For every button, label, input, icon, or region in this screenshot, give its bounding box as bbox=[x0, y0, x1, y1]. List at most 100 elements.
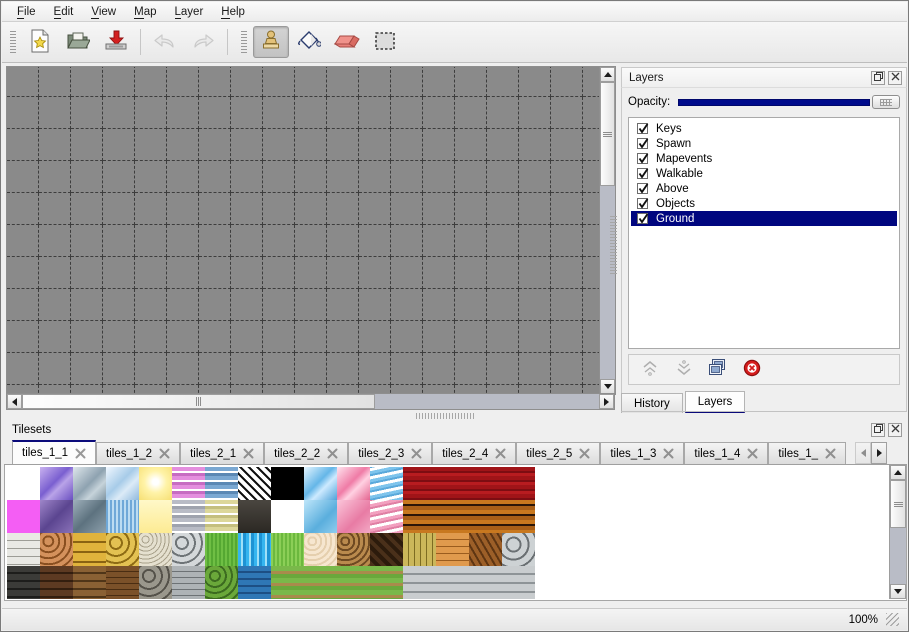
scroll-tabs-left-button[interactable] bbox=[855, 442, 871, 464]
map-grid-cell[interactable] bbox=[103, 289, 135, 321]
tileset-tab-close-icon[interactable] bbox=[327, 448, 338, 459]
tile-cell[interactable] bbox=[172, 500, 205, 533]
map-grid-cell[interactable] bbox=[455, 193, 487, 225]
map-grid-cell[interactable] bbox=[231, 289, 263, 321]
map-grid-cell[interactable] bbox=[7, 385, 39, 394]
tile-cell[interactable] bbox=[139, 566, 172, 599]
map-grid-cell[interactable] bbox=[519, 129, 551, 161]
tile-cell[interactable] bbox=[7, 533, 40, 566]
map-grid-cell[interactable] bbox=[263, 385, 295, 394]
map-grid-cell[interactable] bbox=[583, 225, 599, 257]
tile-cell[interactable] bbox=[304, 533, 337, 566]
map-grid-cell[interactable] bbox=[295, 385, 327, 394]
map-grid-cell[interactable] bbox=[103, 225, 135, 257]
tile-cell[interactable] bbox=[304, 467, 337, 500]
map-grid-cell[interactable] bbox=[583, 321, 599, 353]
map-grid-cell[interactable] bbox=[7, 161, 39, 193]
map-grid-cell[interactable] bbox=[231, 161, 263, 193]
stamp-tool-button[interactable] bbox=[253, 26, 289, 58]
map-grid-cell[interactable] bbox=[583, 193, 599, 225]
map-grid-cell[interactable] bbox=[423, 129, 455, 161]
map-grid-cell[interactable] bbox=[391, 225, 423, 257]
map-grid-cell[interactable] bbox=[359, 161, 391, 193]
layer-visibility-checkbox[interactable] bbox=[637, 123, 649, 134]
map-grid-cell[interactable] bbox=[167, 321, 199, 353]
tile-cell[interactable] bbox=[7, 467, 40, 500]
map-grid-cell[interactable] bbox=[423, 97, 455, 129]
map-grid-cell[interactable] bbox=[135, 321, 167, 353]
tile-cell[interactable] bbox=[370, 533, 403, 566]
tile-cell[interactable] bbox=[7, 566, 40, 599]
map-grid-cell[interactable] bbox=[199, 97, 231, 129]
map-grid-cell[interactable] bbox=[167, 353, 199, 385]
map-grid-cell[interactable] bbox=[551, 257, 583, 289]
tile-cell[interactable] bbox=[271, 467, 304, 500]
tileset-tab[interactable]: tiles_1_2 bbox=[96, 442, 181, 464]
map-grid-cell[interactable] bbox=[391, 97, 423, 129]
tileset-tab-close-icon[interactable] bbox=[159, 448, 170, 459]
tile-cell[interactable] bbox=[502, 500, 535, 533]
map-grid-cell[interactable] bbox=[71, 161, 103, 193]
map-grid-cell[interactable] bbox=[135, 257, 167, 289]
map-grid-cell[interactable] bbox=[327, 289, 359, 321]
tile-cell[interactable] bbox=[271, 500, 304, 533]
map-grid-cell[interactable] bbox=[487, 257, 519, 289]
tileset-tab[interactable]: tiles_2_2 bbox=[264, 442, 349, 464]
map-grid-cell[interactable] bbox=[327, 97, 359, 129]
tileset-scroll-up-button[interactable] bbox=[890, 465, 906, 480]
tile-cell[interactable] bbox=[436, 533, 469, 566]
map-grid-cell[interactable] bbox=[71, 321, 103, 353]
fill-tool-button[interactable] bbox=[291, 26, 327, 58]
tile-cell[interactable] bbox=[7, 500, 40, 533]
map-grid-cell[interactable] bbox=[167, 129, 199, 161]
map-grid-cell[interactable] bbox=[359, 67, 391, 97]
layer-row[interactable]: Above bbox=[631, 181, 897, 196]
map-grid-cell[interactable] bbox=[135, 129, 167, 161]
map-grid-cell[interactable] bbox=[519, 385, 551, 394]
opacity-slider-handle[interactable] bbox=[872, 95, 900, 109]
map-grid-cell[interactable] bbox=[167, 289, 199, 321]
duplicate-layer-button[interactable] bbox=[705, 358, 731, 382]
tile-cell[interactable] bbox=[502, 533, 535, 566]
tileset-tab[interactable]: tiles_2_4 bbox=[432, 442, 517, 464]
opacity-slider[interactable] bbox=[678, 95, 900, 109]
map-grid-cell[interactable] bbox=[423, 385, 455, 394]
map-grid-cell[interactable] bbox=[455, 321, 487, 353]
map-grid-cell[interactable] bbox=[71, 289, 103, 321]
tile-cell[interactable] bbox=[436, 500, 469, 533]
tile-cell[interactable] bbox=[238, 533, 271, 566]
map-grid-cell[interactable] bbox=[263, 353, 295, 385]
layer-row[interactable]: Keys bbox=[631, 121, 897, 136]
layer-row[interactable]: Spawn bbox=[631, 136, 897, 151]
map-grid-cell[interactable] bbox=[135, 67, 167, 97]
map-grid-cell[interactable] bbox=[487, 97, 519, 129]
tile-cell[interactable] bbox=[205, 500, 238, 533]
scroll-down-button[interactable] bbox=[600, 379, 615, 394]
map-grid-cell[interactable] bbox=[327, 353, 359, 385]
tile-cell[interactable] bbox=[73, 500, 106, 533]
map-grid-cell[interactable] bbox=[71, 97, 103, 129]
map-grid-cell[interactable] bbox=[455, 257, 487, 289]
tilesets-close-button[interactable] bbox=[888, 422, 902, 437]
map-grid-cell[interactable] bbox=[103, 129, 135, 161]
tile-cell[interactable] bbox=[436, 467, 469, 500]
map-grid-cell[interactable] bbox=[519, 353, 551, 385]
layer-visibility-checkbox[interactable] bbox=[637, 183, 649, 194]
tile-cell[interactable] bbox=[106, 467, 139, 500]
map-grid-cell[interactable] bbox=[103, 67, 135, 97]
map-grid-cell[interactable] bbox=[103, 385, 135, 394]
map-grid-cell[interactable] bbox=[391, 289, 423, 321]
map-grid-cell[interactable] bbox=[487, 67, 519, 97]
menu-map[interactable]: Map bbox=[134, 5, 157, 19]
map-grid-cell[interactable] bbox=[391, 385, 423, 394]
map-grid-cell[interactable] bbox=[487, 289, 519, 321]
map-grid-cell[interactable] bbox=[135, 97, 167, 129]
map-grid-cell[interactable] bbox=[487, 129, 519, 161]
map-grid-cell[interactable] bbox=[519, 97, 551, 129]
map-grid-cell[interactable] bbox=[359, 321, 391, 353]
map-grid-cell[interactable] bbox=[263, 97, 295, 129]
scroll-left-button[interactable] bbox=[7, 394, 22, 409]
map-grid-cell[interactable] bbox=[295, 97, 327, 129]
map-grid-cell[interactable] bbox=[199, 321, 231, 353]
tile-cell[interactable] bbox=[469, 566, 502, 599]
